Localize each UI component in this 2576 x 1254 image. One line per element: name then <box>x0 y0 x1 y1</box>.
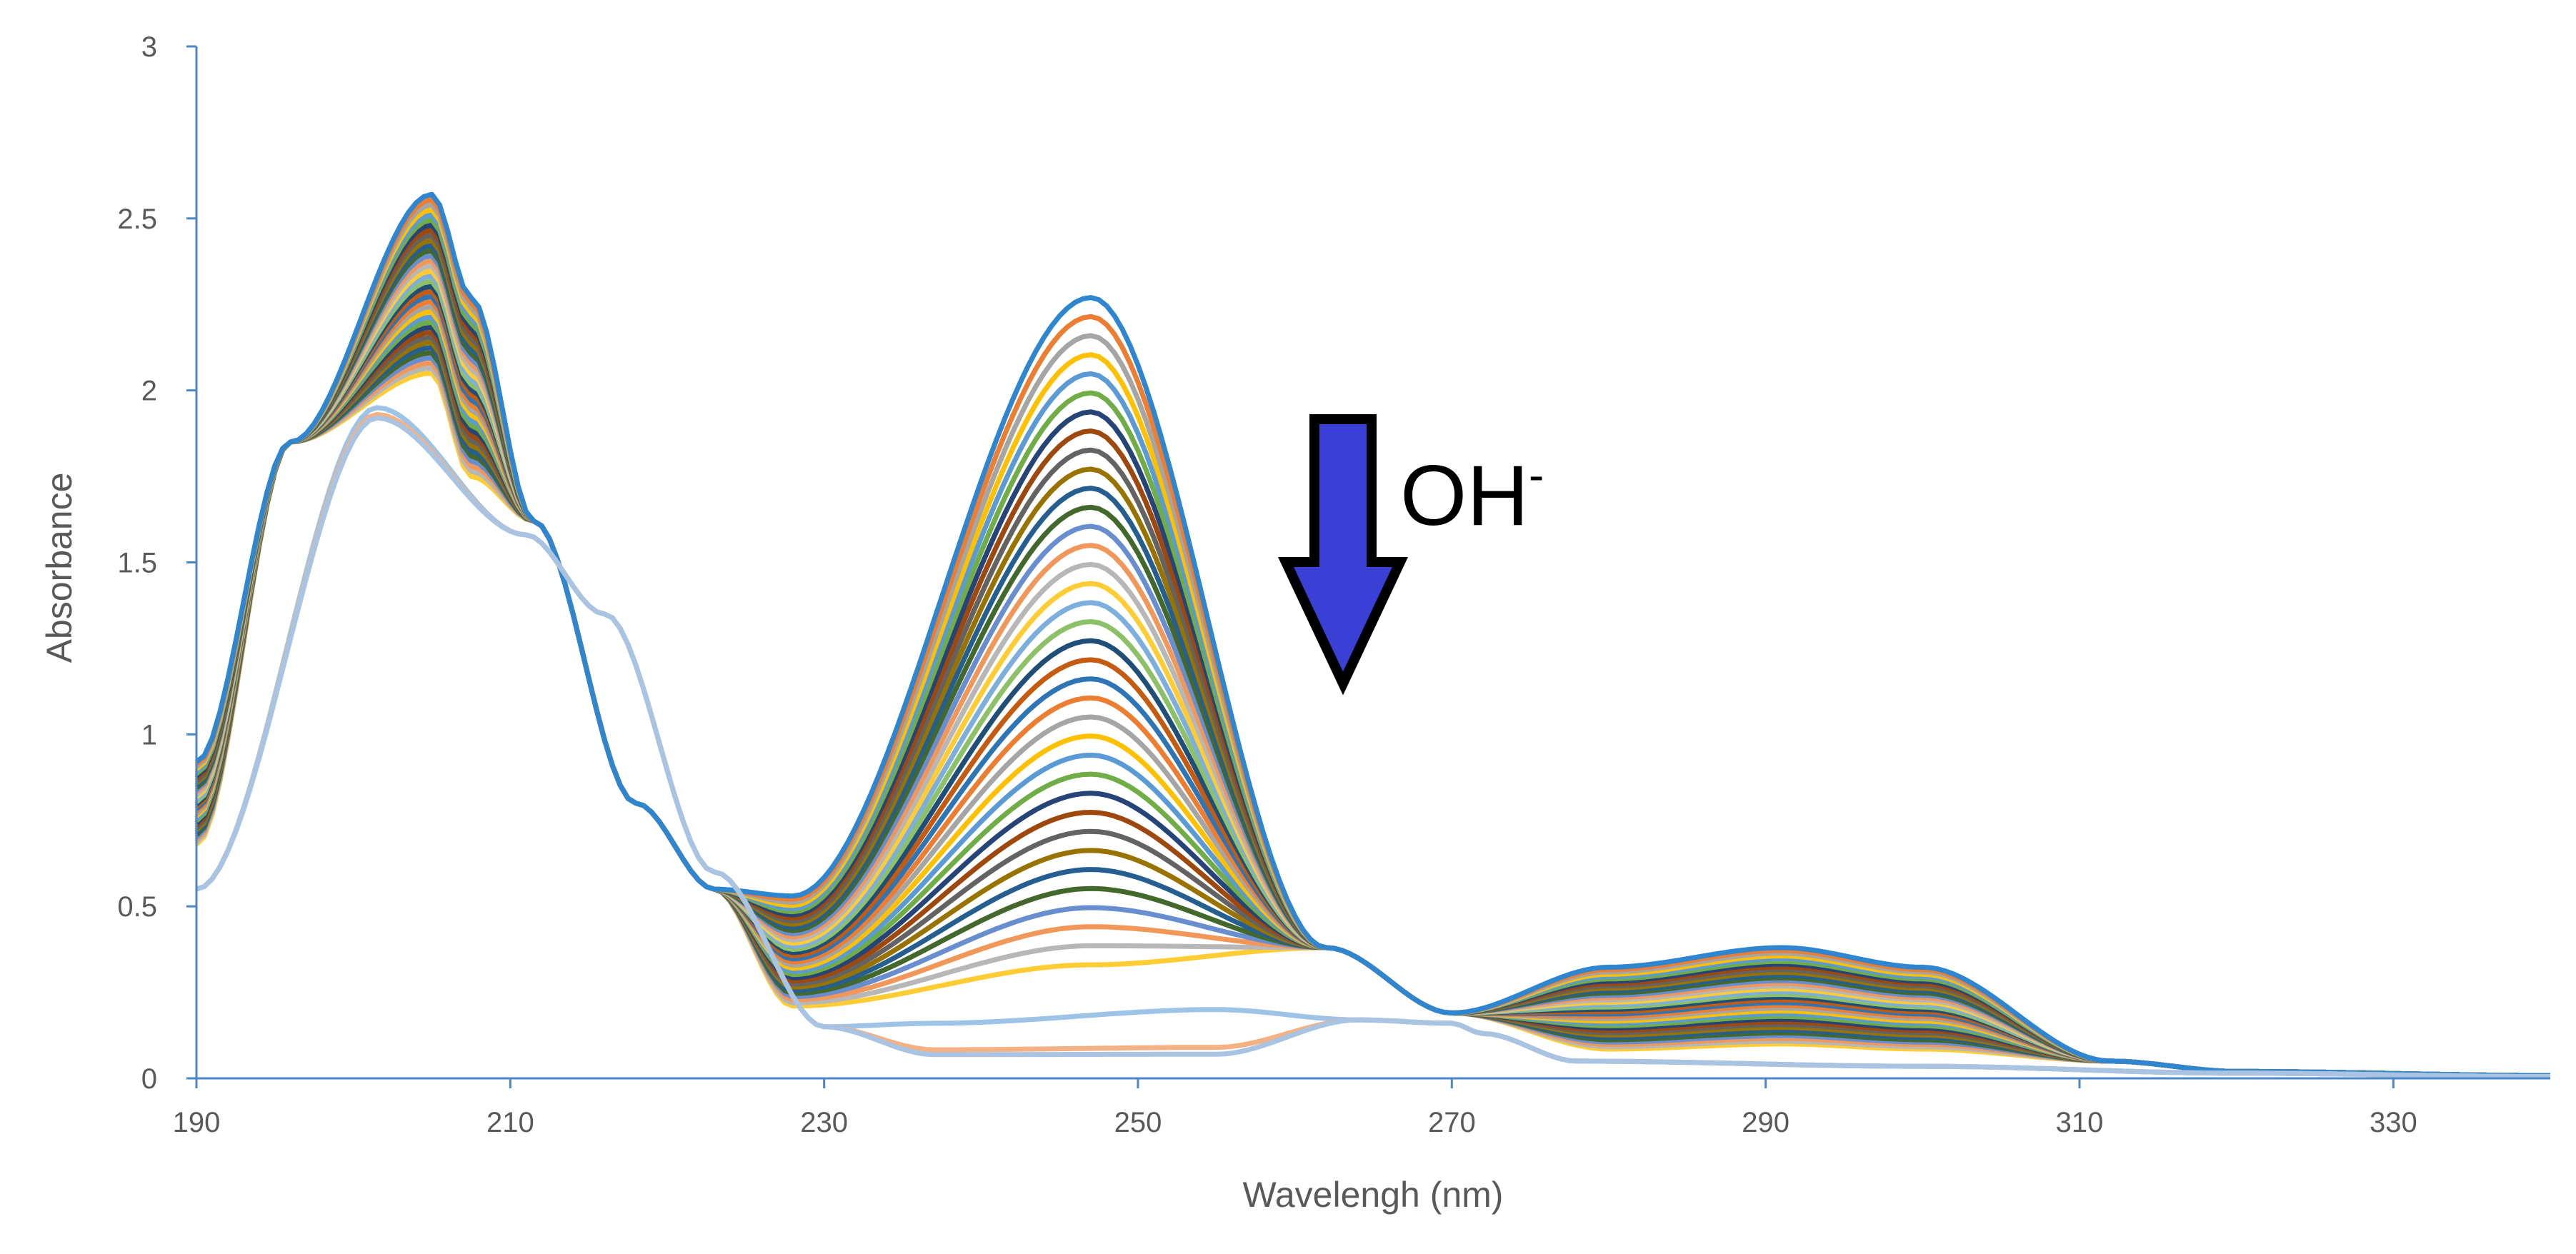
spectrum-line <box>194 238 2550 1078</box>
spectrum-line <box>194 232 2550 1078</box>
y-tick-label: 1.5 <box>117 548 157 579</box>
oh-annotation: OH- <box>1277 414 1544 696</box>
series-layer <box>194 191 2550 1080</box>
ticks-layer: 190 210 230 250 270 290 310 330 0 0.5 1 1.5 2 2.5 3 <box>117 31 2417 1138</box>
spectrum-line <box>194 201 2550 1078</box>
spectrum-line <box>194 217 2550 1078</box>
x-axis-title: Wavelengh (nm) <box>1243 1175 1504 1215</box>
spectrum-line <box>194 253 2550 1078</box>
oh-superscript: - <box>1529 449 1544 501</box>
down-arrow-icon <box>1277 414 1409 696</box>
spectrum-line <box>194 279 2550 1078</box>
final-3 <box>195 415 2550 1080</box>
x-tick-label: 290 <box>1742 1107 1789 1138</box>
x-tick-label: 210 <box>486 1107 534 1138</box>
spectrum-line <box>194 289 2550 1078</box>
x-tick-label: 250 <box>1114 1107 1162 1138</box>
y-tick-label: 2.5 <box>117 204 157 235</box>
x-tick-label: 230 <box>800 1107 848 1138</box>
spectrum-line <box>194 294 2550 1078</box>
oh-label: OH- <box>1400 448 1544 543</box>
spectrum-line <box>194 274 2550 1078</box>
x-tick-label: 310 <box>2056 1107 2104 1138</box>
spectrum-line <box>194 284 2550 1078</box>
x-tick-label: 330 <box>2370 1107 2417 1138</box>
spectrum-line <box>194 191 2550 1078</box>
spectrum-line <box>194 222 2550 1078</box>
spectrum-line <box>194 263 2550 1078</box>
x-tick-label: 190 <box>173 1107 221 1138</box>
spectrum-line <box>194 258 2550 1078</box>
spectrum-line <box>194 227 2550 1078</box>
y-tick-label: 1 <box>141 719 157 751</box>
y-axis-title: Absorbance <box>39 473 79 663</box>
y-tick-label: 2 <box>141 376 157 407</box>
y-tick-label: 3 <box>141 31 157 63</box>
y-tick-label: 0.5 <box>117 891 157 923</box>
spectrum-line <box>194 207 2550 1078</box>
spectrum-line <box>194 248 2550 1078</box>
spectrum-line <box>194 269 2550 1078</box>
x-tick-label: 270 <box>1428 1107 1476 1138</box>
oh-text: OH <box>1400 448 1529 543</box>
y-tick-label: 0 <box>141 1063 157 1095</box>
spectrum-line <box>194 212 2550 1078</box>
spectrum-line <box>194 243 2550 1078</box>
spectrum-line <box>194 196 2550 1078</box>
